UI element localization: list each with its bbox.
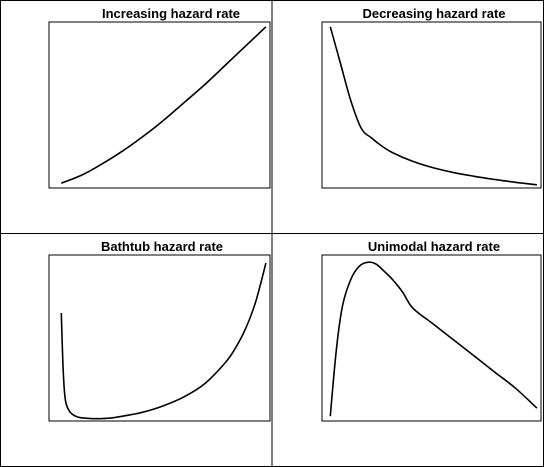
plot-frame — [48, 254, 271, 422]
panel-unimodal-hazard: Unimodal hazard rate — [321, 239, 542, 422]
plot-frame — [321, 21, 542, 189]
plot-frame — [48, 21, 271, 189]
panel-title: Bathtub hazard rate — [101, 239, 223, 254]
panel-title: Increasing hazard rate — [102, 6, 240, 21]
panel-title: Unimodal hazard rate — [368, 239, 500, 254]
hazard-curve — [329, 26, 537, 186]
panel-title: Decreasing hazard rate — [362, 6, 505, 21]
hazard-curve — [60, 26, 267, 184]
hazard-curve — [60, 262, 267, 420]
panel-increasing-hazard: Increasing hazard rate — [48, 6, 271, 189]
hazard-curve — [329, 261, 538, 417]
panel-decreasing-hazard: Decreasing hazard rate — [321, 6, 542, 189]
plot-frame — [321, 254, 542, 422]
panel-bathtub-hazard: Bathtub hazard rate — [48, 239, 271, 422]
